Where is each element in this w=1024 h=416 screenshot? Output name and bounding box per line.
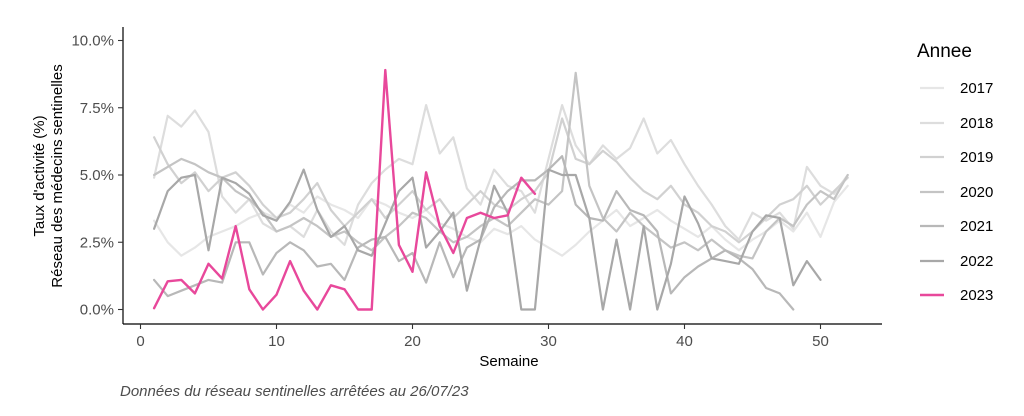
x-tick-label: 0: [136, 333, 144, 350]
series-line-2021: [153, 155, 795, 311]
y-tick-label: 2.5%: [80, 234, 114, 251]
x-axis-title: Semaine: [479, 353, 538, 370]
x-tick-label: 20: [404, 333, 421, 350]
legend-label-2018: 2018: [960, 115, 993, 132]
y-tick-label: 5.0%: [80, 167, 114, 184]
series-line-2019: [153, 117, 849, 244]
legend-label-2023: 2023: [960, 287, 993, 304]
y-tick-label: 0.0%: [80, 302, 114, 319]
x-tick-label: 40: [676, 333, 693, 350]
legend-label-2017: 2017: [960, 80, 993, 97]
y-axis-ticks: 0.0% 2.5% 5.0% 7.5% 10.0%: [71, 33, 123, 319]
x-tick-label: 10: [268, 333, 285, 350]
series-line-2020: [153, 71, 849, 260]
y-axis-title-line1: Taux d'activité (%): [31, 115, 48, 236]
y-axis-title-line2: Réseau des médecins sentinelles: [49, 64, 66, 287]
series-line-2018: [153, 103, 849, 246]
series-line-2017: [153, 184, 849, 257]
legend-label-2021: 2021: [960, 218, 993, 235]
x-tick-label: 30: [540, 333, 557, 350]
y-tick-label: 10.0%: [71, 33, 114, 50]
legend-label-2019: 2019: [960, 149, 993, 166]
legend-title: Annee: [917, 41, 972, 62]
x-axis-ticks: 0 10 20 30 40 50: [136, 324, 829, 350]
series-lines: [152, 68, 849, 311]
legend-label-2022: 2022: [960, 253, 993, 270]
caption: Données du réseau sentinelles arrêtées a…: [120, 383, 469, 400]
y-tick-label: 7.5%: [80, 100, 114, 117]
series-line-2022: [153, 168, 822, 311]
series-line-2023: [152, 68, 537, 311]
x-tick-label: 50: [812, 333, 829, 350]
legend: 2017 2018 2019 2020 2021 2022 2023: [920, 80, 993, 304]
legend-label-2020: 2020: [960, 184, 993, 201]
